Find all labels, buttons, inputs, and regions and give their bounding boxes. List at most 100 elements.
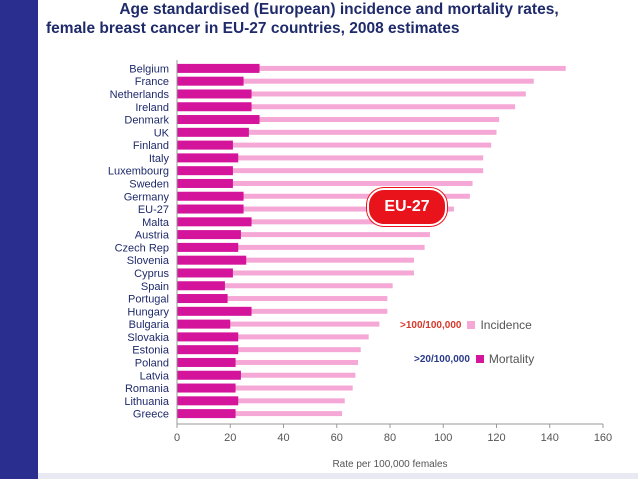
incidence-bar <box>177 283 393 289</box>
mortality-bar <box>177 230 241 240</box>
incidence-bar <box>177 296 388 302</box>
incidence-bar <box>177 142 492 148</box>
incidence-bar <box>177 104 516 110</box>
category-label: Austria <box>135 230 170 242</box>
category-label: Latvia <box>140 370 170 382</box>
incidence-swatch <box>467 321 476 329</box>
x-tick-label: 40 <box>277 432 289 444</box>
category-label: EU-27 <box>138 204 169 216</box>
x-tick-label: 20 <box>224 432 236 444</box>
x-tick-label: 100 <box>434 432 452 444</box>
incidence-legend-label: Incidence <box>480 318 532 332</box>
mortality-bar <box>177 319 231 329</box>
mortality-bar <box>177 396 239 406</box>
incidence-bar <box>177 129 497 135</box>
mortality-bar <box>177 357 236 367</box>
mortality-bar <box>177 140 233 150</box>
incidence-bar <box>177 385 353 391</box>
bottom-divider <box>38 473 638 479</box>
mortality-bar <box>177 281 225 291</box>
category-label: Bulgaria <box>129 319 170 331</box>
mortality-bar <box>177 153 239 163</box>
category-label: Germany <box>124 191 170 203</box>
mortality-swatch <box>475 355 484 363</box>
incidence-bar <box>177 244 425 250</box>
legend-item-incidence: >100/100,000 Incidence <box>400 318 532 332</box>
incidence-threshold-note: >100/100,000 <box>400 319 462 331</box>
mortality-threshold-note: >20/100,000 <box>414 353 470 365</box>
category-label: Greece <box>133 409 169 421</box>
incidence-bar <box>177 180 473 186</box>
incidence-bar <box>177 372 356 378</box>
mortality-bar <box>177 166 233 176</box>
incidence-bar <box>177 321 380 327</box>
chart-title-line-1: Age standardised (European) incidence an… <box>119 1 559 18</box>
category-label: Hungary <box>127 306 169 318</box>
x-tick-label: 120 <box>487 432 505 444</box>
x-tick-label: 0 <box>174 432 180 444</box>
incidence-bar <box>177 232 430 238</box>
mortality-bar <box>177 63 260 73</box>
category-label: Denmark <box>124 115 169 127</box>
incidence-bar <box>177 270 414 276</box>
incidence-bar <box>177 168 484 174</box>
category-label: Malta <box>142 217 170 229</box>
category-label: Slovenia <box>127 255 170 267</box>
category-label: Finland <box>133 140 169 152</box>
mortality-bar <box>177 255 247 265</box>
x-tick-label: 140 <box>541 432 559 444</box>
category-label: Italy <box>149 153 170 165</box>
mortality-bar <box>177 115 260 125</box>
category-label: Slovakia <box>127 332 169 344</box>
mortality-bar <box>177 178 233 188</box>
category-label: Sweden <box>129 178 169 190</box>
x-axis-title: Rate per 100,000 females <box>332 459 447 470</box>
incidence-bar <box>177 78 534 84</box>
incidence-bar <box>177 155 484 161</box>
incidence-bar <box>177 411 343 417</box>
mortality-bar <box>177 191 244 201</box>
category-label: Belgium <box>129 63 169 75</box>
mortality-bar <box>177 268 233 278</box>
incidence-bar <box>177 206 454 212</box>
mortality-bar <box>177 306 252 316</box>
side-accent-bar <box>0 0 38 479</box>
category-label: Portugal <box>128 294 169 306</box>
eu27-callout-badge: EU-27 <box>367 188 447 226</box>
category-label: Spain <box>141 281 169 293</box>
x-tick-label: 80 <box>384 432 396 444</box>
incidence-bar <box>177 398 345 404</box>
category-label: Netherlands <box>110 89 170 101</box>
mortality-bar <box>177 332 239 342</box>
mortality-bar <box>177 242 239 252</box>
mortality-bar <box>177 89 252 99</box>
incidence-bar <box>177 65 566 71</box>
x-tick-label: 60 <box>331 432 343 444</box>
mortality-bar <box>177 204 244 214</box>
category-label: UK <box>154 127 170 139</box>
mortality-bar <box>177 76 244 86</box>
incidence-bar <box>177 117 500 123</box>
incidence-bar <box>177 347 361 353</box>
mortality-bar <box>177 383 236 393</box>
incidence-bar <box>177 257 414 263</box>
category-label: Estonia <box>132 345 170 357</box>
mortality-bar <box>177 127 249 137</box>
category-label: Ireland <box>135 102 169 114</box>
mortality-bar <box>177 409 236 419</box>
incidence-bar <box>177 359 359 365</box>
incidence-bar <box>177 91 526 97</box>
category-label: Lithuania <box>124 396 170 408</box>
mortality-bar <box>177 345 239 355</box>
legend-item-mortality: >20/100,000 Mortality <box>414 352 534 366</box>
incidence-bar <box>177 308 388 314</box>
chart-title-line-2: female breast cancer in EU-27 countries,… <box>46 20 460 37</box>
category-label: Poland <box>135 357 169 369</box>
incidence-bar <box>177 219 438 225</box>
category-label: Cyprus <box>134 268 169 280</box>
category-label: France <box>135 76 169 88</box>
mortality-bar <box>177 370 241 380</box>
chart-title: Age standardised (European) incidence an… <box>46 0 632 38</box>
mortality-legend-label: Mortality <box>488 352 535 366</box>
